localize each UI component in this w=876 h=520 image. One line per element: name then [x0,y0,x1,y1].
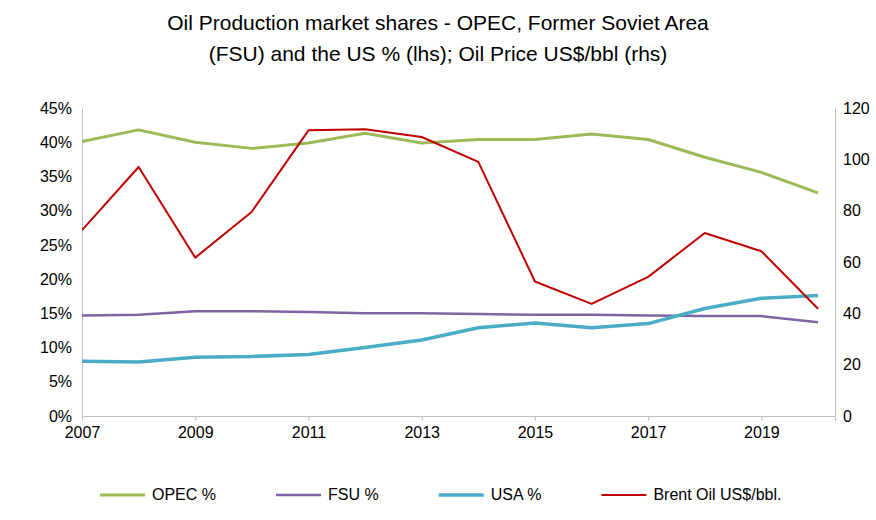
tick-label: 100 [843,151,870,168]
axis-line [82,109,83,417]
tick-label: 15% [40,305,72,322]
x-axis: 2007 2009 2011 2013 2015 2017 2019 [65,416,836,441]
chart-title: Oil Production market shares - OPEC, For… [167,11,709,34]
series-line [82,311,818,322]
tick-mark [535,416,536,421]
tick: 100 [835,151,870,168]
axis-line [83,417,836,422]
legend-item: FSU % [276,486,379,503]
tick: 0% [49,408,82,425]
legend-item: OPEC % [100,486,216,503]
axis-line [835,109,836,417]
tick: 35% [40,168,82,185]
tick-label: 10% [40,339,72,356]
legend-label: FSU % [328,486,379,503]
tick: 5% [49,373,82,390]
tick-mark [308,416,309,421]
tick: 0 [835,408,852,425]
series-line [82,129,818,308]
tick-label: 2007 [65,424,101,441]
legend-swatch [439,493,484,497]
tick-label: 45% [40,100,72,117]
legend-item: USA % [439,486,542,503]
tick-label: 2013 [404,424,440,441]
chart-container: Oil Production market shares - OPEC, For… [0,0,876,520]
tick-label: 2011 [292,424,327,441]
tick: 2015 [518,416,554,441]
tick-mark [648,416,649,421]
chart-svg: Oil Production market shares - OPEC, For… [0,0,876,520]
tick: 2019 [744,416,780,441]
tick-label: 2019 [744,424,780,441]
tick-label: 40% [40,134,72,151]
tick-label: 5% [49,373,72,390]
tick-label: 30% [40,202,72,219]
tick: 10% [40,339,82,356]
tick: 45% [40,100,82,117]
tick-label: 2015 [518,424,554,441]
legend-label: USA % [491,486,542,503]
tick-label: 2009 [178,424,214,441]
tick-mark [761,416,762,421]
tick: 40 [835,305,861,322]
tick-label: 25% [40,237,72,254]
tick: 30% [40,202,82,219]
tick: 15% [40,305,82,322]
tick-label: 80 [843,202,861,219]
legend-swatch [276,494,321,497]
tick-label: 40 [843,305,861,322]
tick: 2017 [631,416,667,441]
tick-label: 0 [843,408,852,425]
plot-area [82,129,818,362]
series-line [82,296,818,362]
tick-mark [195,416,196,421]
legend-swatch [100,494,145,497]
tick: 60 [835,254,861,271]
tick-label: 20% [40,271,72,288]
y-axis: 0% 5% 10% 15% 20% 25% 30% 35% 40% 45% [40,100,83,425]
tick-label: 0% [49,408,72,425]
tick: 2011 [292,416,327,441]
tick-label: 35% [40,168,72,185]
tick-label: 60 [843,254,861,271]
tick: 40% [40,134,82,151]
tick: 2009 [178,416,214,441]
tick: 20 [835,356,861,373]
tick: 120 [835,100,870,117]
tick-mark [82,416,83,421]
legend: OPEC % FSU % USA % Brent Oil US$/bbl. [100,486,781,503]
y2-axis: 0 20 40 60 80 100 120 [835,100,870,425]
legend-label: OPEC % [152,486,216,503]
tick-label: 2017 [631,424,667,441]
tick-label: 120 [843,100,870,117]
legend-swatch [601,494,646,496]
tick-label: 20 [843,356,861,373]
tick: 20% [40,271,82,288]
chart-title: (FSU) and the US % (lhs); Oil Price US$/… [209,42,668,65]
legend-label: Brent Oil US$/bbl. [653,486,781,503]
series-line [82,130,818,193]
tick: 2013 [404,416,440,441]
legend-item: Brent Oil US$/bbl. [601,486,781,503]
tick: 80 [835,202,861,219]
tick: 25% [40,237,82,254]
tick-mark [422,416,423,421]
